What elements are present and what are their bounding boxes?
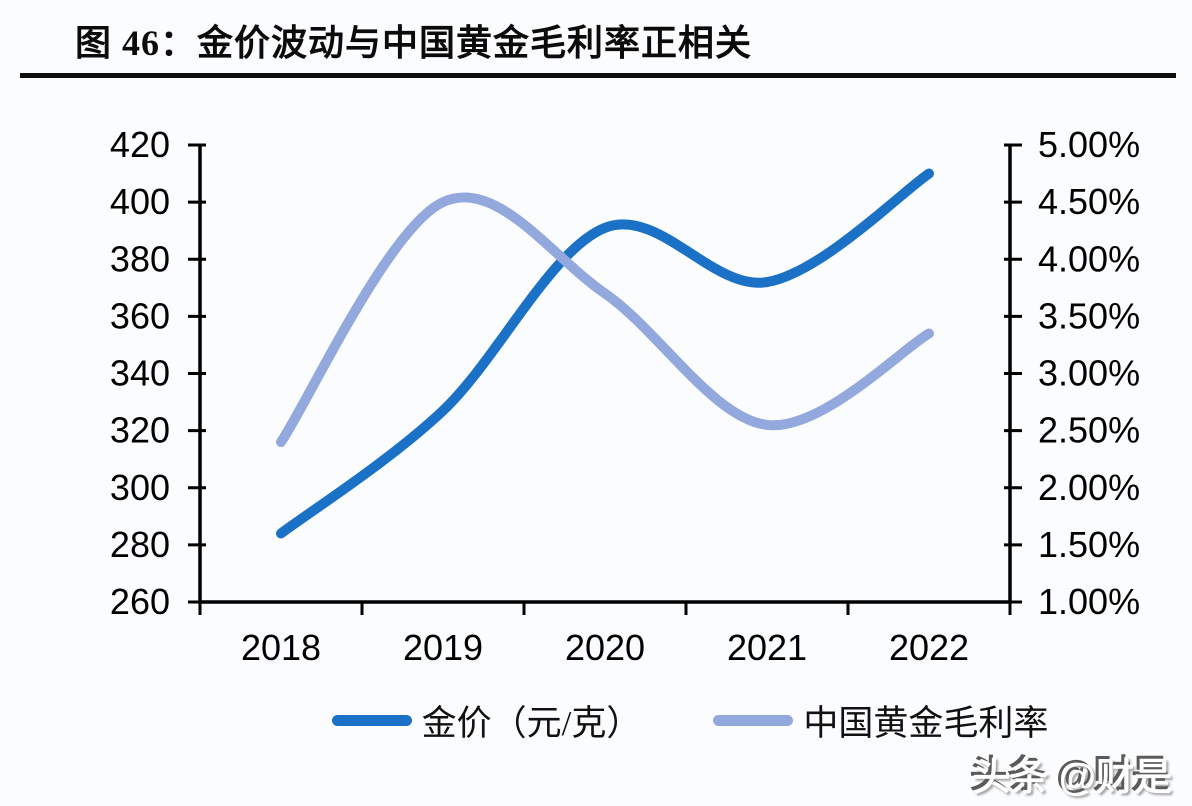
left-axis-tick-label: 400: [110, 181, 170, 222]
title-underline: [20, 73, 1176, 78]
figure-title: 图 46：金价波动与中国黄金毛利率正相关: [75, 23, 753, 63]
left-axis-tick-label: 320: [110, 410, 170, 451]
right-axis-tick-label: 5.00%: [1038, 124, 1140, 165]
gross-margin-legend-label: 中国黄金毛利率: [803, 703, 1049, 743]
left-axis-tick-label: 340: [110, 353, 170, 394]
x-axis-label: 2022: [889, 627, 969, 668]
x-axis-label: 2020: [565, 627, 645, 668]
left-axis-tick-label: 420: [110, 124, 170, 165]
right-axis-tick-label: 4.00%: [1038, 238, 1140, 279]
chart-legend: 金价（元/克） 中国黄金毛利率: [260, 696, 1120, 744]
watermark: 头条 @财是: [972, 757, 1172, 799]
x-axis-label: 2018: [241, 627, 321, 668]
left-axis-tick-label: 300: [110, 467, 170, 508]
right-axis-tick-label: 2.00%: [1038, 467, 1140, 508]
left-axis-tick-label: 360: [110, 295, 170, 336]
right-axis-tick-label: 1.50%: [1038, 524, 1140, 565]
left-axis-tick-label: 380: [110, 238, 170, 279]
right-axis-tick-label: 3.00%: [1038, 353, 1140, 394]
x-axis-label: 2021: [727, 627, 807, 668]
gold-price-line: [276, 168, 934, 539]
gross-margin-line: [276, 192, 934, 448]
left-axis-tick-label: 260: [110, 581, 170, 622]
legend-item-gross-margin: 中国黄金毛利率: [713, 695, 1048, 746]
x-axis-label: 2019: [403, 627, 483, 668]
gold-price-legend-swatch: [331, 714, 412, 726]
legend-item-gold-price: 金价（元/克）: [331, 695, 642, 746]
gold-price-legend-label: 金价（元/克）: [421, 703, 642, 743]
right-axis-tick-label: 2.50%: [1038, 410, 1140, 451]
right-axis-tick-label: 1.00%: [1038, 581, 1140, 622]
gross-margin-legend-swatch: [713, 714, 794, 726]
left-axis-tick-label: 280: [110, 524, 170, 565]
right-axis-tick-label: 4.50%: [1038, 181, 1140, 222]
right-axis-tick-label: 3.50%: [1038, 295, 1140, 336]
